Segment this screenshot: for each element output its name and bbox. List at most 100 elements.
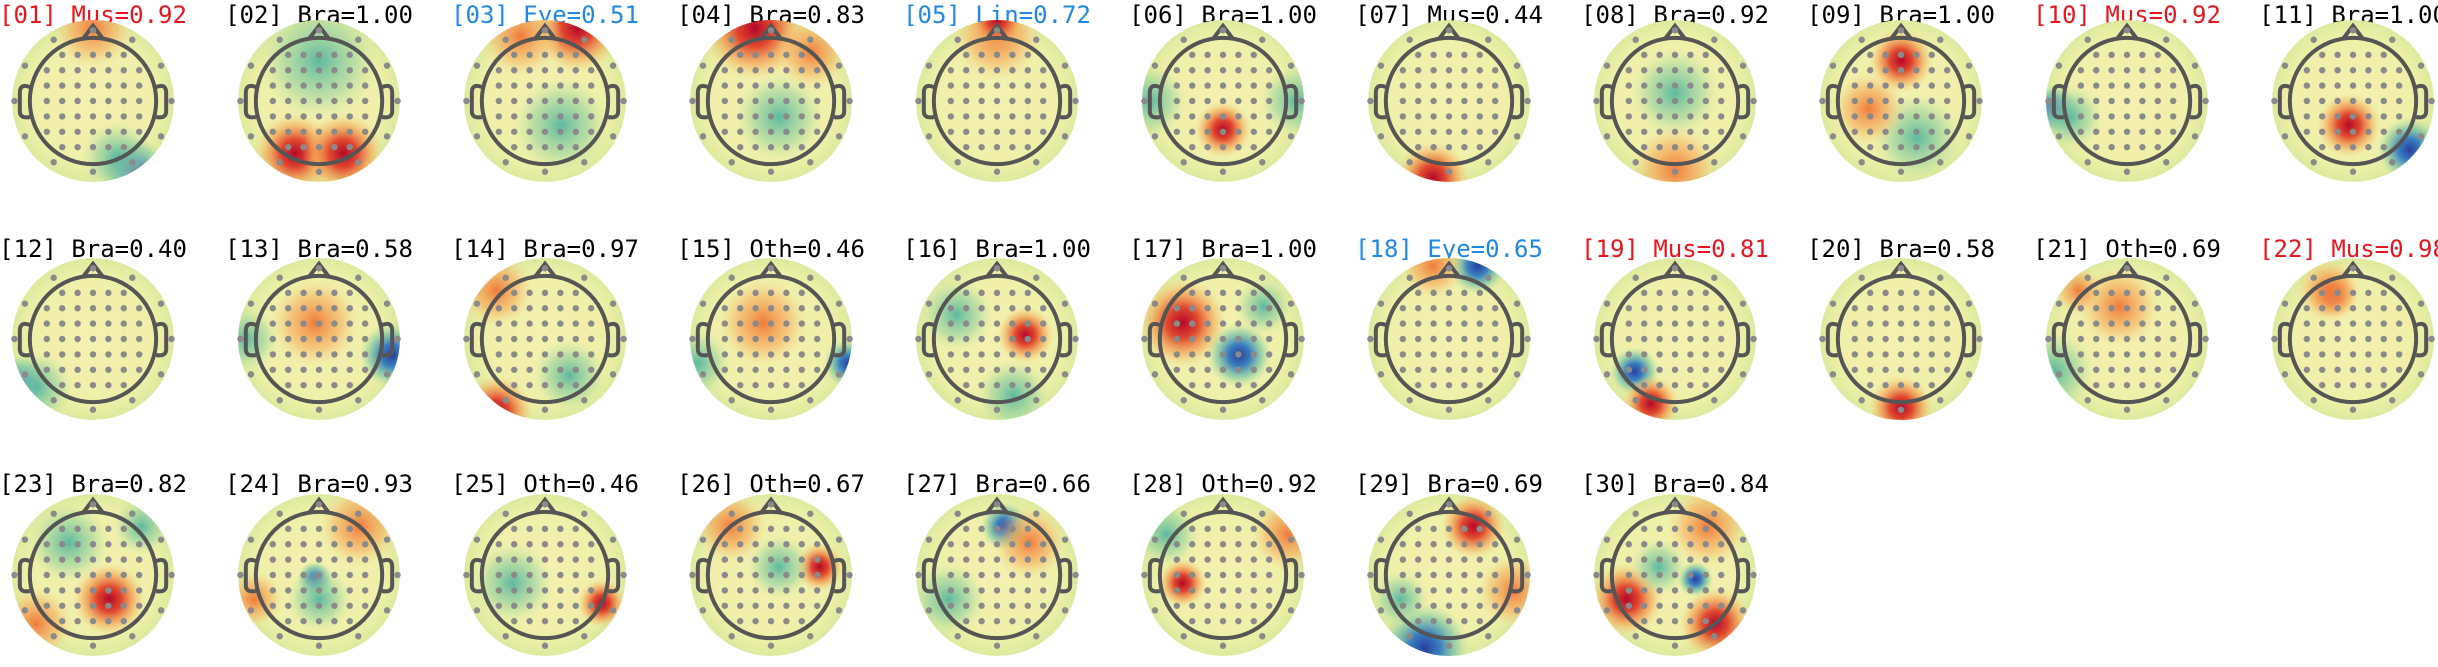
sensor <box>168 571 175 579</box>
sensor <box>1259 633 1266 640</box>
sensor <box>1265 571 1273 579</box>
sensor <box>1687 351 1694 358</box>
sensor <box>1399 602 1407 609</box>
sensor <box>2045 97 2052 105</box>
sensor <box>798 128 805 135</box>
sensor <box>835 607 843 614</box>
sensor <box>1687 602 1694 609</box>
head-outline <box>1157 273 1289 405</box>
sensor <box>1461 351 1468 358</box>
sensor <box>502 633 509 640</box>
sensor <box>276 397 283 404</box>
sensor <box>1632 159 1639 166</box>
sensor <box>737 366 744 373</box>
sensor <box>511 305 518 312</box>
sensor <box>1287 607 1295 614</box>
sensor <box>541 587 549 594</box>
head-outline <box>931 509 1063 641</box>
sensor <box>74 571 81 579</box>
sensor <box>737 51 744 59</box>
sensor <box>1287 62 1295 69</box>
sensor <box>1717 128 1725 135</box>
sensor <box>43 82 51 89</box>
sensor <box>1445 289 1453 297</box>
sensor <box>2349 320 2357 327</box>
sensor <box>300 366 307 373</box>
sensor <box>2084 274 2091 281</box>
sensor <box>1928 143 1935 151</box>
sensor <box>1189 602 1196 609</box>
sensor <box>11 335 18 343</box>
sensor <box>43 67 51 74</box>
sensor <box>43 305 51 312</box>
sensor <box>767 82 775 89</box>
sensor <box>572 67 579 74</box>
sensor <box>1671 168 1679 175</box>
sensor <box>1009 617 1016 625</box>
sensor <box>1009 82 1016 89</box>
ear <box>1511 557 1525 594</box>
sensor <box>737 305 744 312</box>
field-blob <box>302 113 384 182</box>
sensor <box>135 366 143 373</box>
sensor <box>269 351 277 358</box>
sensor <box>954 510 961 517</box>
sensor <box>135 602 143 609</box>
sensor <box>557 525 564 533</box>
nose <box>81 496 105 515</box>
sensor <box>1671 351 1679 358</box>
sensor <box>1445 617 1453 625</box>
sensor <box>1851 128 1859 135</box>
sensor <box>394 335 401 343</box>
sensor <box>1204 128 1211 135</box>
sensor <box>1702 556 1709 563</box>
sensor <box>526 602 533 609</box>
sensor <box>120 351 127 358</box>
sensor <box>1671 67 1679 74</box>
sensor <box>2108 82 2115 89</box>
sensor <box>1641 335 1648 343</box>
sensor <box>2077 82 2085 89</box>
sensor <box>361 366 369 373</box>
sensor <box>59 617 66 625</box>
sensor <box>1897 113 1905 120</box>
sensor <box>737 128 744 135</box>
sensor <box>2319 320 2326 327</box>
sensor <box>2139 335 2146 343</box>
sensor <box>1476 305 1483 312</box>
sensor <box>737 602 744 609</box>
sensor <box>1204 335 1211 343</box>
sensor <box>1485 397 1492 404</box>
sensor <box>925 536 933 543</box>
sensor <box>1739 536 1747 543</box>
sensor <box>1491 128 1499 135</box>
sensor <box>835 300 843 307</box>
sensor <box>1189 525 1196 533</box>
sensor <box>2084 397 2091 404</box>
sensor <box>2163 274 2170 281</box>
sensor <box>1189 571 1196 579</box>
sensor <box>2349 289 2357 297</box>
sensor <box>1897 168 1905 175</box>
sensor <box>355 633 362 640</box>
component-title: [23] Bra=0.82 <box>0 470 187 498</box>
sensor <box>89 143 97 151</box>
sensor <box>285 351 292 358</box>
sensor <box>1476 113 1483 120</box>
sensor <box>963 366 970 373</box>
sensor <box>2319 143 2326 151</box>
sensor <box>157 300 165 307</box>
sensor <box>963 541 970 548</box>
sensor <box>1415 556 1422 563</box>
sensor <box>2281 133 2289 140</box>
sensor <box>473 536 481 543</box>
sensor <box>557 351 564 358</box>
sensor <box>1702 335 1709 343</box>
sensor <box>2154 335 2161 343</box>
sensor <box>157 607 165 614</box>
sensor <box>315 617 323 625</box>
sensor <box>1603 536 1611 543</box>
sensor <box>315 381 323 389</box>
sensor <box>315 168 323 175</box>
sensor <box>1513 607 1521 614</box>
